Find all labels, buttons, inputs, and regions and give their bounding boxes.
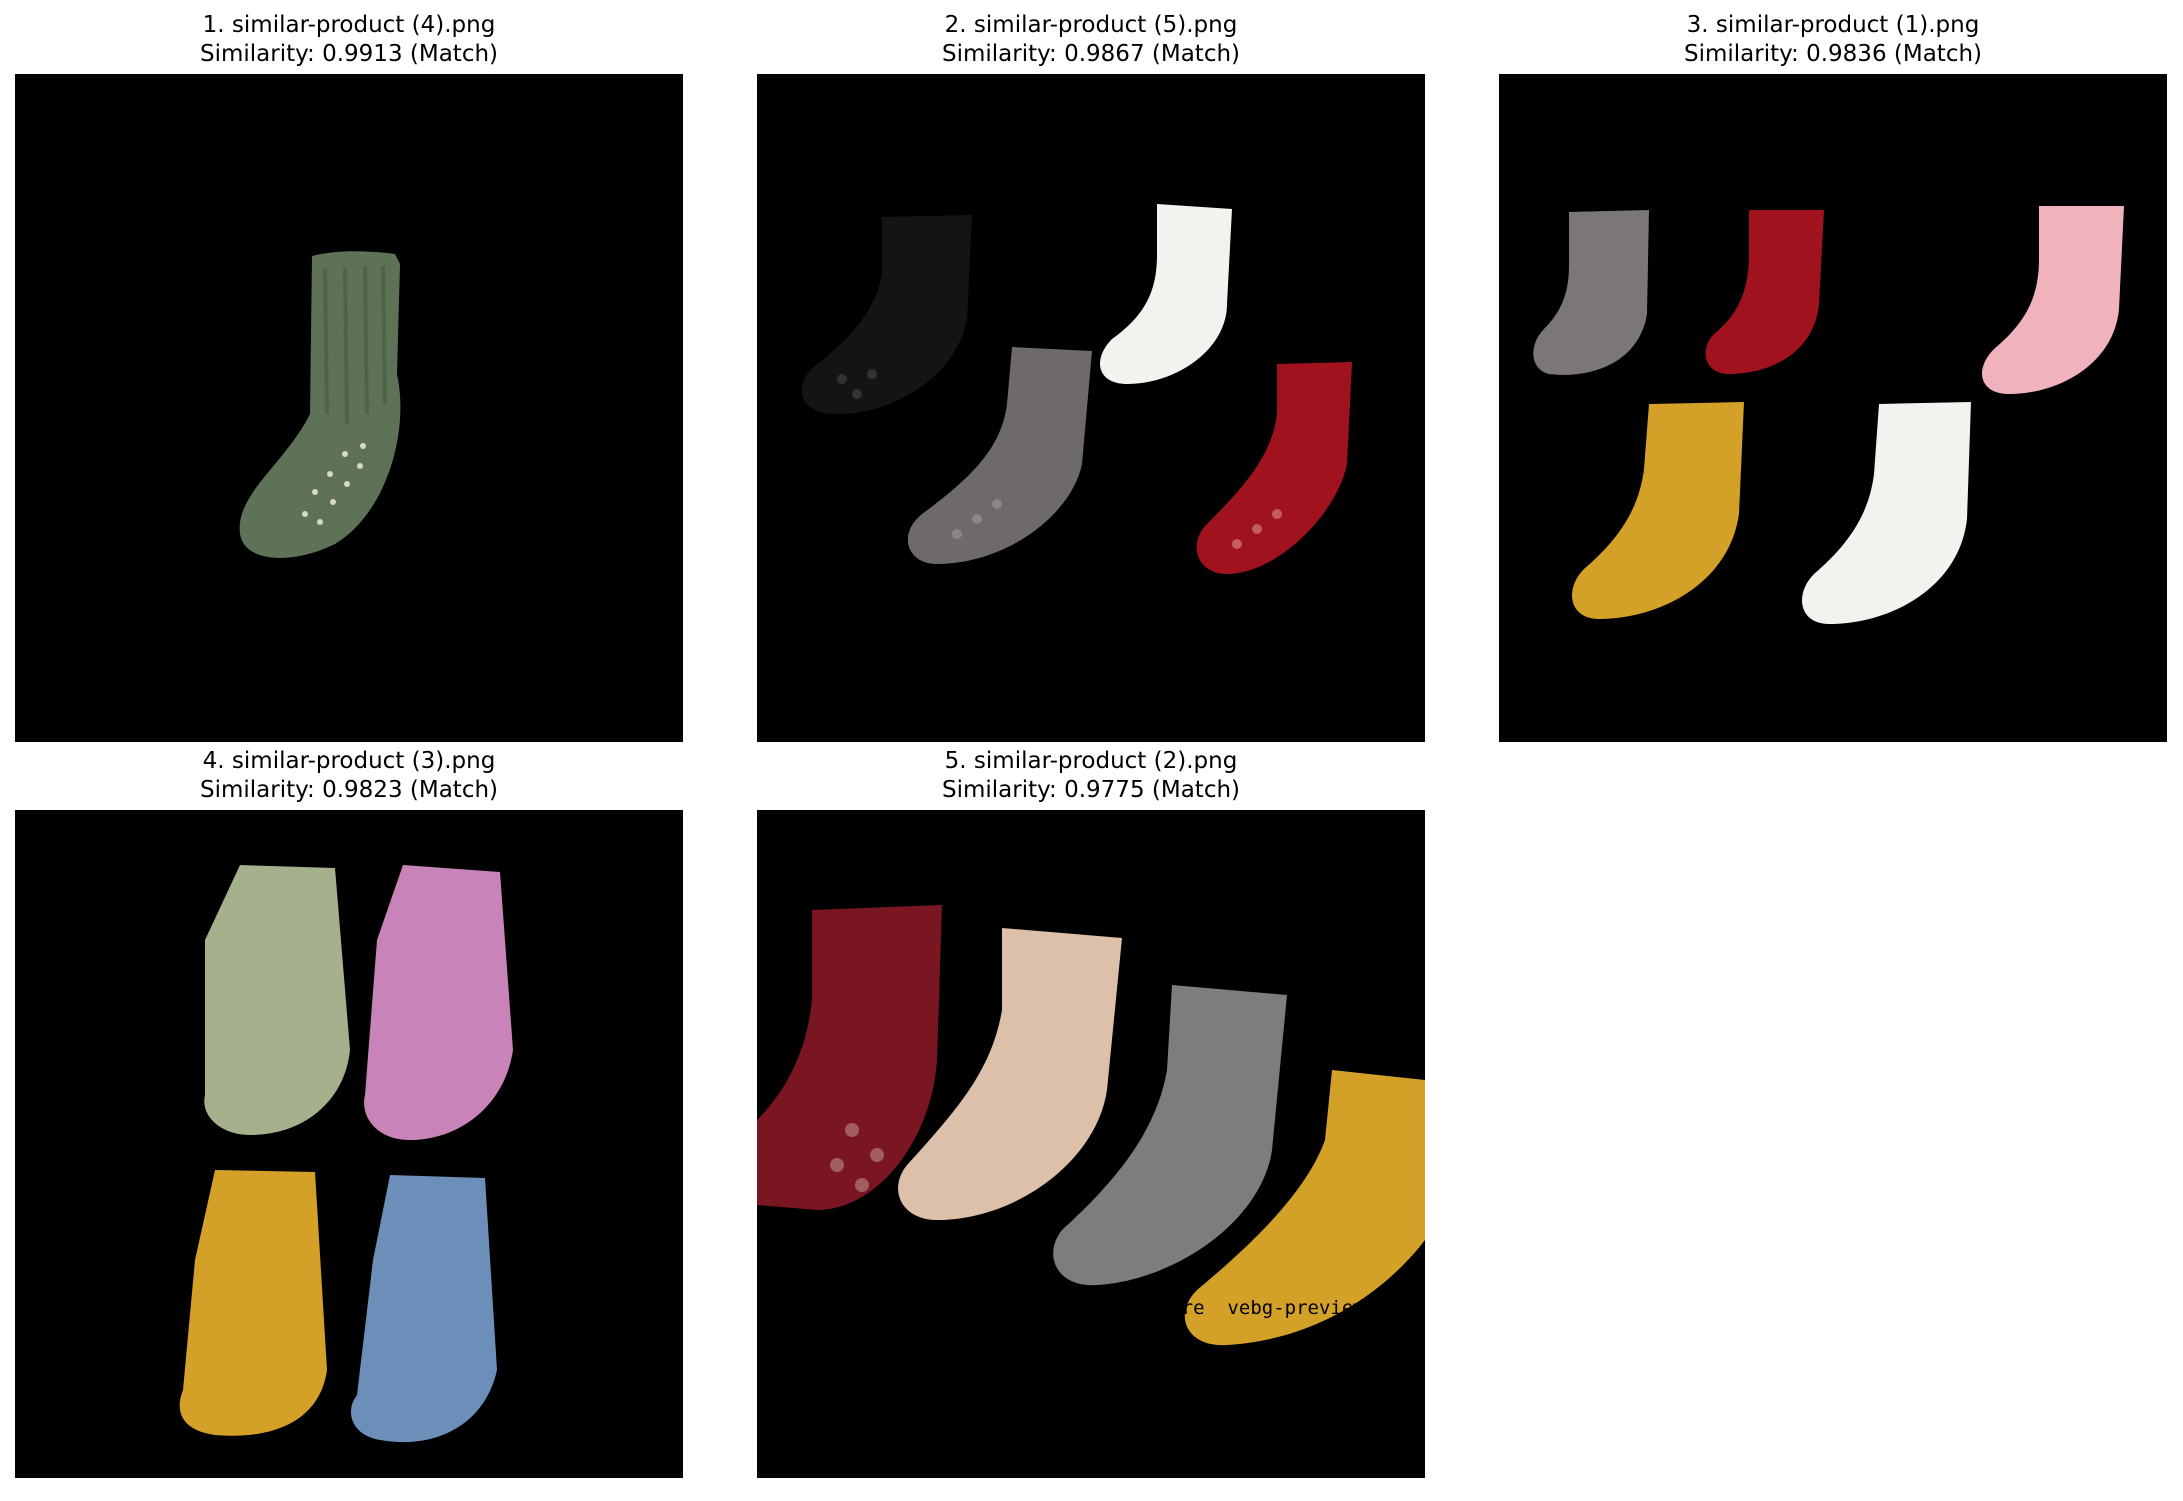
five-socks-image bbox=[1533, 206, 2124, 624]
overlay-line-3: -------- ----- bbox=[1127, 1441, 1299, 1463]
panel-1-similarity: Similarity: 0.9913 (Match) bbox=[199, 41, 499, 67]
panel-1-filename: 1. similar-product (4).png bbox=[202, 12, 496, 38]
panel-4-filename: 4. similar-product (3).png bbox=[202, 748, 496, 774]
summary-text-overlay: S sults 0484108 h-re vebg-preview.png: S… bbox=[757, 1253, 1425, 1478]
panel-2-title: 2. similar-product (5).png Similarity: 0… bbox=[757, 11, 1425, 69]
ribbed-socks-image bbox=[757, 905, 1425, 1346]
panel-4-similarity: Similarity: 0.9823 (Match) bbox=[199, 777, 499, 803]
panel-3-image bbox=[1499, 74, 2167, 742]
panel-1-image bbox=[15, 74, 683, 742]
pastel-socks-image bbox=[179, 865, 513, 1443]
panel-3-filename: 3. similar-product (1).png bbox=[1686, 12, 1980, 38]
panel-3-similarity: Similarity: 0.9836 (Match) bbox=[1683, 41, 1983, 67]
green-sock-image bbox=[239, 251, 401, 558]
panel-2-image bbox=[757, 74, 1425, 742]
panel-2-similarity: Similarity: 0.9867 (Match) bbox=[941, 41, 1241, 67]
panel-4-image bbox=[15, 810, 683, 1478]
panel-2-filename: 2. similar-product (5).png bbox=[944, 12, 1238, 38]
panel-4-title: 4. similar-product (3).png Similarity: 0… bbox=[15, 747, 683, 805]
overlay-line-1: S sults 0484108 h-re vebg-preview.png: bbox=[757, 1297, 1422, 1319]
panel-5-filename: 5. similar-product (2).png bbox=[944, 748, 1238, 774]
four-socks-image bbox=[801, 204, 1352, 574]
panel-3-title: 3. similar-product (1).png Similarity: 0… bbox=[1499, 11, 2167, 69]
panel-5-title: 5. similar-product (2).png Similarity: 0… bbox=[757, 747, 1425, 805]
panel-1-title: 1. similar-product (4).png Similarity: 0… bbox=[15, 11, 683, 69]
panel-5-image: S sults 0484108 h-re vebg-preview.png: S… bbox=[757, 810, 1425, 1478]
overlay-line-2: Similarity Match bbox=[1127, 1375, 1322, 1397]
panel-5-similarity: Similarity: 0.9775 (Match) bbox=[941, 777, 1241, 803]
